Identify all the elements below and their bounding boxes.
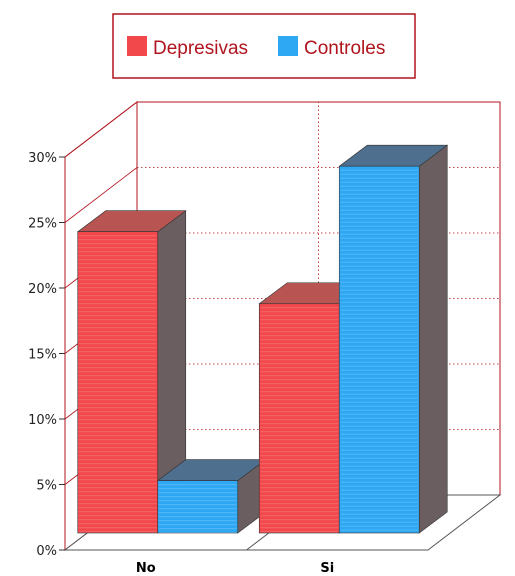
bar-front xyxy=(77,231,159,534)
legend-swatch-depresivas xyxy=(127,36,147,56)
y-tick-label: 15% xyxy=(28,348,57,363)
y-axis-ticks: 0% 5% 10% 15% 20% 25% 30% xyxy=(28,151,65,559)
bar-controles-si xyxy=(338,144,449,534)
bar-front xyxy=(338,165,420,534)
bar-depresivas-no xyxy=(76,210,187,534)
category-label-no: No xyxy=(136,561,156,576)
y-tick-label: 5% xyxy=(36,479,57,494)
legend-box xyxy=(112,13,416,79)
gridline-side xyxy=(64,167,138,223)
category-label-si: Si xyxy=(320,561,334,576)
bar-depresivas-si xyxy=(258,282,369,534)
legend: Depresivas Controles xyxy=(112,13,416,79)
y-tick-label: 25% xyxy=(28,217,57,232)
legend-label-controles: Controles xyxy=(304,38,385,59)
legend-label-depresivas: Depresivas xyxy=(153,38,248,59)
bar-front xyxy=(157,480,239,534)
bars xyxy=(76,144,449,534)
x-axis-categories: No Si xyxy=(136,561,334,576)
y-tick-label: 20% xyxy=(28,282,57,297)
gridline-side xyxy=(64,101,138,158)
y-tick-label: 30% xyxy=(28,151,57,166)
y-tick-label: 0% xyxy=(36,544,57,559)
y-tick-label: 10% xyxy=(28,413,57,428)
bar-controles-no xyxy=(156,459,267,534)
legend-swatch-controles xyxy=(278,36,298,56)
bar-front xyxy=(258,303,340,534)
bar-side xyxy=(418,144,448,534)
